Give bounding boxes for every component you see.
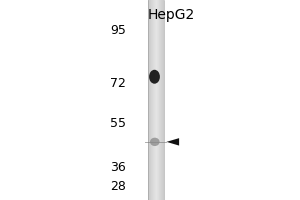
- Text: 28: 28: [110, 180, 126, 193]
- Ellipse shape: [150, 138, 160, 146]
- Bar: [163, 0, 164, 200]
- Bar: [150, 0, 151, 200]
- Bar: [157, 0, 158, 200]
- Bar: [154, 0, 155, 200]
- Bar: [152, 0, 153, 200]
- Bar: [155, 0, 156, 200]
- Bar: [160, 0, 161, 200]
- Text: 55: 55: [110, 117, 126, 130]
- Text: 36: 36: [110, 161, 126, 174]
- Bar: [162, 0, 163, 200]
- Bar: [161, 0, 162, 200]
- Bar: [151, 0, 152, 200]
- Bar: [153, 0, 154, 200]
- Text: 72: 72: [110, 77, 126, 90]
- Text: HepG2: HepG2: [147, 8, 195, 22]
- Bar: [159, 0, 160, 200]
- Polygon shape: [167, 138, 179, 146]
- Bar: [148, 0, 149, 200]
- Bar: [160, 0, 161, 200]
- Text: 95: 95: [110, 24, 126, 37]
- Bar: [156, 0, 157, 200]
- Bar: [149, 0, 150, 200]
- Ellipse shape: [149, 70, 160, 84]
- Bar: [158, 0, 159, 200]
